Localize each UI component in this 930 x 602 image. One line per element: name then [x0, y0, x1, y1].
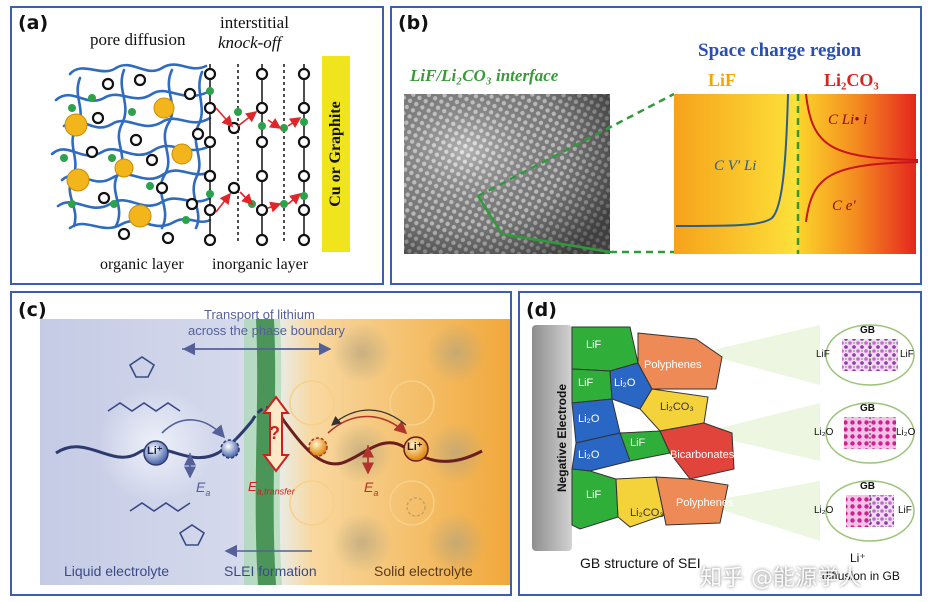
inorganic-lattice [209, 64, 305, 244]
question-mark: ? [269, 423, 280, 443]
grain-label: Li₂O [578, 413, 600, 425]
panel-b: (b) LiF/ [390, 6, 922, 285]
space-charge-title: Space charge region [698, 40, 862, 61]
interface-title: LiF/Li₂CO₃ interface [410, 66, 559, 85]
panel-d-label: (d) [526, 299, 557, 321]
inset3-right: LiF [898, 505, 912, 516]
liquid-electrolyte-label: Liquid electrolyte [64, 563, 170, 579]
inset-li2o-lif [825, 480, 915, 542]
li-ion-liquid [143, 440, 169, 466]
grain-label: LiF [586, 489, 602, 501]
slei-formation-label: SLEI formation [224, 563, 317, 579]
grain-label: Li₂CO₃ [660, 401, 694, 413]
inset1-left: LiF [816, 349, 830, 360]
organic-layer-label: organic layer [100, 256, 184, 273]
inset1-gb: GB [860, 325, 875, 336]
li-ion-solid-site [308, 437, 328, 457]
li-ion-transition [220, 439, 240, 459]
li-ions-organic [60, 94, 190, 224]
li-ion-solid [403, 436, 429, 462]
inset-lif-lif [825, 324, 915, 386]
grain-label: Bicarbonates [670, 449, 735, 461]
watermark: 知乎 @能源学人 [700, 566, 861, 591]
panel-c-label: (c) [18, 299, 47, 321]
panel-c-diagram [40, 319, 510, 585]
negative-electrode [532, 325, 572, 551]
inset3-gb: GB [860, 481, 875, 492]
gb-structure-caption: GB structure of SEI [580, 555, 701, 571]
pore-diffusion-label: pore diffusion [90, 30, 186, 49]
inset2-gb: GB [860, 403, 875, 414]
collector-label: Cu or Graphite [327, 101, 344, 207]
vacancy-curve [675, 93, 789, 227]
current-collector [322, 56, 350, 252]
grain-label: Polyphenes [676, 497, 734, 509]
panel-b-diagram [404, 92, 919, 254]
li2co3-label: Li₂CO₃ [824, 70, 879, 90]
inset1-right: LiF [900, 349, 914, 360]
li-diffusion-caption-1: Li⁺ [850, 551, 866, 565]
transfer-barrier-arrow [262, 395, 290, 473]
panel-a: (a) [10, 6, 384, 285]
slei-core [255, 319, 276, 585]
solid-electrolyte-label: Solid electrolyte [374, 563, 473, 579]
lattice-sites [203, 67, 311, 247]
grain-label: LiF [586, 339, 602, 351]
inorganic-layer-label: inorganic layer [212, 256, 309, 273]
interstitial-label: interstitial [220, 13, 289, 32]
panel-a-diagram [50, 56, 350, 252]
ea-transfer: Ea,transfer [248, 479, 295, 497]
transport-line1: Transport of lithium [204, 307, 315, 322]
solvent-molecules [107, 356, 206, 546]
sei-grains [571, 326, 735, 530]
grain-label: LiF [578, 377, 594, 389]
panel-b-label: (b) [398, 12, 429, 34]
panel-c: (c) [10, 291, 512, 596]
li-ion-label-liquid: Li⁺ [147, 445, 163, 457]
inset3-left: Li₂O [814, 505, 834, 516]
inorganic-particles [64, 97, 193, 228]
lif-label: LiF [708, 70, 737, 90]
ea-solid: Ea [364, 479, 379, 498]
electron-curve [805, 161, 919, 223]
transport-line2: across the phase boundary [188, 323, 345, 338]
grain-label: Li₂CO₃ [630, 507, 664, 519]
li-ion-label-solid: Li⁺ [407, 441, 423, 453]
ea-liquid: Ea [196, 479, 211, 498]
knock-off-label: knock-off [218, 33, 282, 52]
negative-electrode-label: Negative Electrode [555, 383, 569, 493]
interface-trace [476, 195, 611, 254]
solid-lattice-shadows [289, 323, 486, 573]
vacancy-curve-label: C V′ Li [714, 158, 757, 174]
interstitial-curve-label: C Li• i [828, 112, 868, 128]
inset2-left: Li₂O [814, 427, 834, 438]
li-diffusion-caption-2: diffusion in GB [822, 569, 900, 583]
grain-label: LiF [630, 437, 646, 449]
panel-d-diagram [532, 324, 915, 551]
knock-off-arrows [215, 107, 302, 213]
grain-label: Li₂O [614, 377, 636, 389]
li2co3-region [798, 94, 916, 254]
grain-label: Polyphenes [644, 359, 702, 371]
lif-region [674, 94, 798, 254]
panel-d: (d) [518, 291, 922, 596]
grain-label: Li₂O [578, 449, 600, 461]
panel-a-label: (a) [18, 12, 49, 34]
interstitial-curve [805, 93, 919, 161]
inset-li2o-li2o [825, 402, 915, 464]
electron-curve-label: C e′ [832, 198, 856, 214]
inset2-right: Li₂O [896, 427, 916, 438]
